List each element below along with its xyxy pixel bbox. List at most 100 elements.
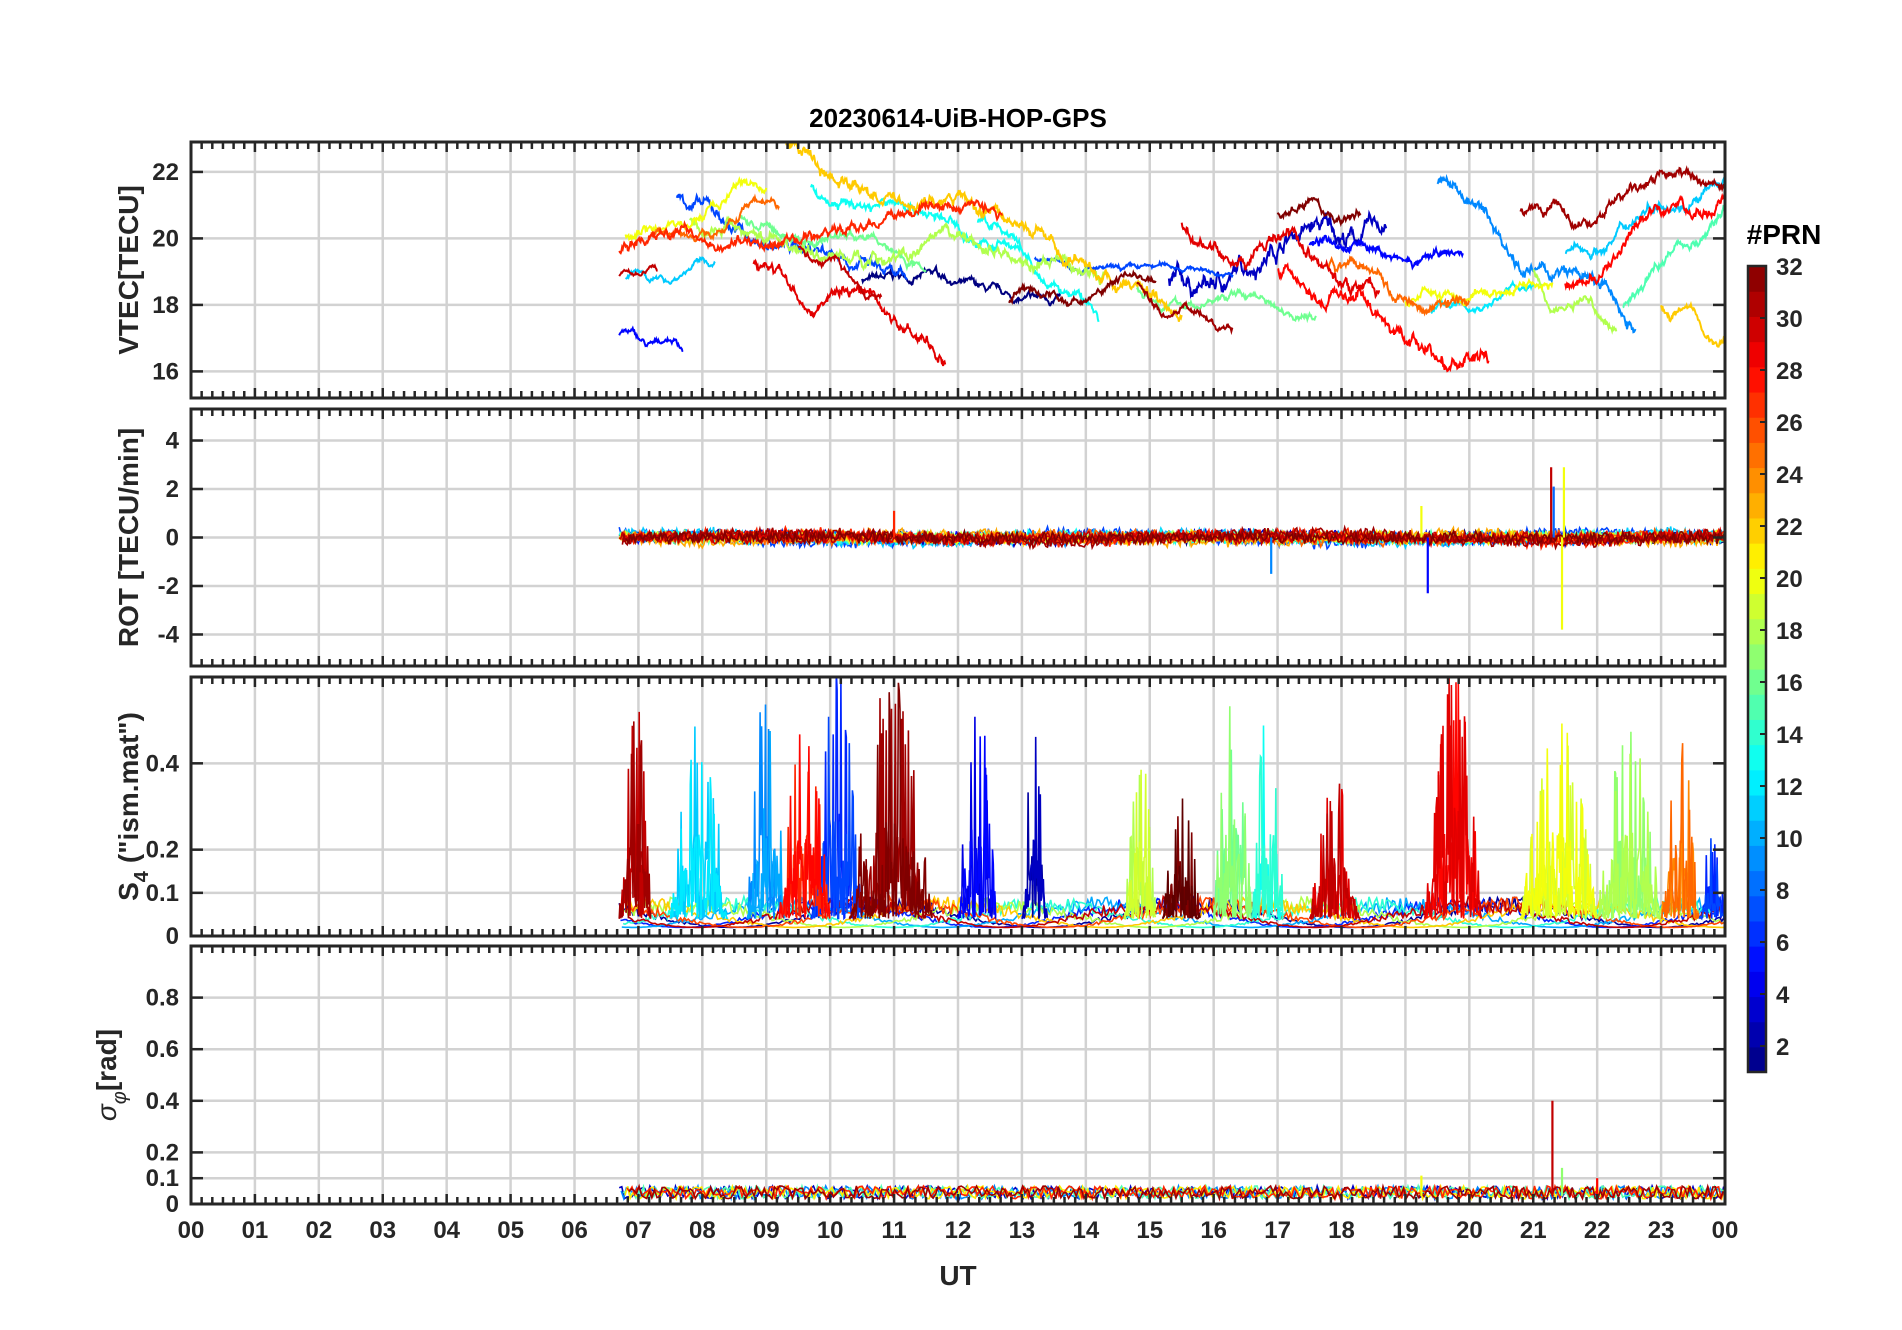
vtec-line-prn-32 [1008, 269, 1157, 308]
series-sigphi [618, 1100, 1725, 1202]
x-tick-label: 01 [242, 1217, 269, 1244]
vtec-line-prn-32 [1276, 196, 1362, 228]
x-tick-label: 00 [1712, 1217, 1739, 1244]
vtec-line-prn-13 [976, 212, 1100, 323]
x-tick-label: 19 [1392, 1217, 1419, 1244]
x-tick-labels: 00 01 02 03 04 05 06 07 08 09 10 11 12 13 14 15 16 17 18 19… [178, 1217, 1739, 1244]
x-tick-label: 00 [178, 1217, 205, 1244]
colorbar-bands [1746, 264, 1768, 1074]
y-tick-label: 0.8 [146, 985, 179, 1012]
sigphi-line-prn-31 [628, 1183, 1724, 1202]
vtec-line-prn-30 [618, 263, 658, 278]
vtec-line-prn-28 [1564, 192, 1725, 292]
x-ticks-rot [189, 409, 1727, 666]
x-tick-label: 15 [1136, 1217, 1163, 1244]
colorbar-tick-label: 22 [1776, 514, 1803, 541]
vtec-line-prn-22 [1660, 300, 1725, 348]
x-tick-label: 06 [561, 1217, 588, 1244]
y-tick-label: 0 [166, 1191, 179, 1218]
y-tick-label: 0.2 [146, 1139, 179, 1166]
panel-s4: 0 0.1 0.2 0.4 S4 ("ism.mat") [113, 675, 1727, 950]
y-ticks-vtec: 16 18 20 22 [152, 159, 1725, 385]
vtec-line-prn-3 [1167, 209, 1388, 300]
y-axis-title-main: S [113, 882, 144, 901]
vtec-line-prn-25 [1327, 254, 1470, 317]
s4-burst-prn-9 [746, 730, 786, 921]
colorbar-tick-label: 8 [1776, 878, 1789, 905]
colorbar-band [1748, 366, 1766, 393]
x-tick-label: 20 [1456, 1217, 1483, 1244]
colorbar-tick-label: 10 [1776, 826, 1803, 853]
vtec-line-prn-15 [1622, 201, 1725, 309]
y-tick-label: 0.4 [146, 750, 180, 777]
x-tick-label: 08 [689, 1217, 716, 1244]
x-axis-title: UT [939, 1260, 976, 1291]
s4-baseline-prn-22 [624, 894, 1725, 929]
colorbar-band [1748, 291, 1766, 317]
panel-sigphi: 00.10.20.40.60.8σφ[rad]00 01 02 03 04 05 06 07 0… [91, 944, 1739, 1244]
y-tick-label: 0.4 [146, 1088, 180, 1115]
colorbar-band [1748, 543, 1766, 569]
y-tick-label: 2 [166, 476, 179, 503]
vtec-line-prn-13 [810, 183, 1023, 255]
x-tick-label: 05 [497, 1217, 524, 1244]
colorbar-tick-label: 30 [1776, 306, 1803, 333]
colorbar-band [1748, 895, 1766, 922]
s4-burst-prn-31 [848, 682, 933, 920]
colorbar-band [1748, 517, 1766, 544]
vtec-line-prn-28 [1277, 262, 1490, 373]
colorbar-tick-label: 2 [1776, 1034, 1789, 1061]
panel-vtec: 16 18 20 22 VTEC[TECU] [113, 140, 1727, 400]
colorbar-title: #PRN [1747, 219, 1822, 250]
x-ticks-sigphi [189, 946, 1727, 1204]
colorbar-band [1748, 719, 1766, 746]
colorbar-band [1748, 845, 1766, 872]
y-ticks-rot: -4 -2 0 2 4 [158, 428, 1725, 648]
grid-vtec [189, 142, 1727, 398]
colorbar-band [1748, 492, 1766, 519]
y-axis-title-sub: φ [109, 1091, 131, 1104]
x-tick-label: 18 [1328, 1217, 1355, 1244]
colorbar-band [1748, 744, 1766, 771]
vtec-line-prn-7 [1033, 255, 1234, 280]
colorbar-tick-label: 26 [1776, 410, 1803, 437]
x-ticks-vtec [189, 142, 1727, 398]
colorbar-band [1748, 694, 1766, 720]
colorbar-tick-label: 20 [1776, 566, 1803, 593]
vtec-line-prn-18 [1532, 268, 1618, 335]
x-tick-label: 13 [1009, 1217, 1036, 1244]
x-tick-label: 21 [1520, 1217, 1547, 1244]
colorbar-band [1748, 391, 1766, 418]
s4-burst-prn-30 [618, 721, 652, 919]
x-tick-label: 22 [1584, 1217, 1611, 1244]
colorbar-band [1748, 669, 1766, 695]
x-tick-label: 07 [625, 1217, 652, 1244]
colorbar-band [1748, 341, 1766, 368]
colorbar-band [1748, 643, 1766, 670]
colorbar-tick-label: 4 [1776, 982, 1790, 1009]
vtec-line-prn-11 [1564, 174, 1725, 261]
s4-burst-prn-13 [1251, 754, 1285, 921]
vtec-line-prn-30 [797, 245, 883, 301]
x-ticks-s4 [189, 677, 1727, 936]
y-tick-label: 16 [152, 358, 179, 385]
vtec-line-prn-27 [618, 198, 1003, 255]
x-tick-label: 02 [305, 1217, 332, 1244]
x-tick-label: 11 [881, 1217, 906, 1244]
colorbar-tick-label: 32 [1776, 254, 1803, 281]
y-ticks-sigphi: 00.10.2 0.4 0.6 0.8 [146, 985, 1725, 1218]
y-axis-title-vtec: VTEC[TECU] [113, 185, 144, 355]
colorbar-band [1748, 593, 1766, 620]
s4-burst-prn-28 [1423, 678, 1483, 919]
x-tick-label: 23 [1648, 1217, 1675, 1244]
series-s4 [618, 677, 1725, 929]
y-tick-label: 0 [166, 923, 179, 950]
colorbar-tick-label: 18 [1776, 618, 1803, 645]
y-tick-label: 0.6 [146, 1036, 179, 1063]
y-tick-label: 22 [152, 159, 179, 186]
x-tick-label: 10 [817, 1217, 844, 1244]
s4-burst-prn-19 [1519, 723, 1598, 921]
